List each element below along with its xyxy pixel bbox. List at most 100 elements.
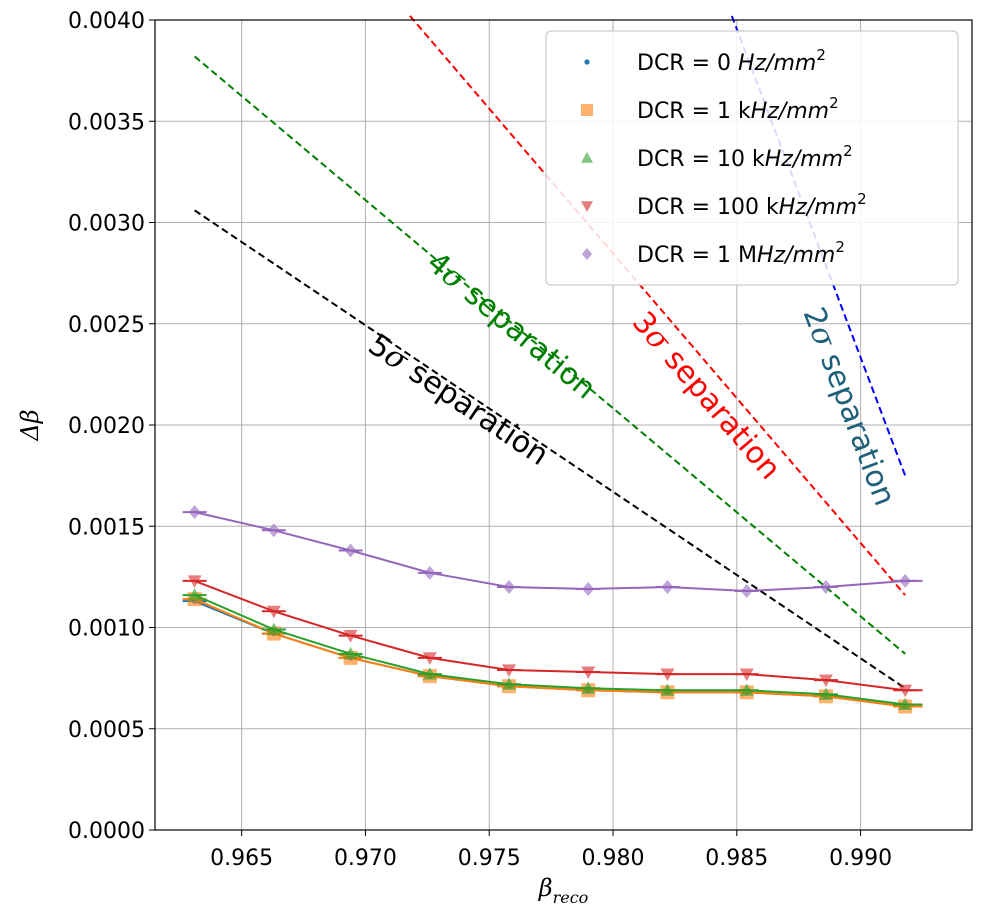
series-layer bbox=[182, 505, 923, 714]
legend-label-superscript: 2 bbox=[843, 142, 853, 160]
data-point bbox=[503, 580, 515, 594]
data-point bbox=[818, 687, 833, 700]
x-tick-label: 0.980 bbox=[582, 846, 645, 871]
series bbox=[182, 588, 923, 711]
data-point bbox=[422, 652, 437, 665]
x-tick-label: 0.990 bbox=[829, 846, 892, 871]
y-tick-label: 0.0010 bbox=[68, 617, 145, 642]
y-tick-label: 0.0030 bbox=[68, 212, 145, 237]
y-tick-label: 0.0035 bbox=[68, 110, 145, 135]
separation-label: 3σ separation bbox=[625, 305, 787, 486]
series bbox=[182, 505, 923, 599]
axis-labels: βreco Δβ bbox=[16, 409, 588, 907]
series-line bbox=[194, 579, 923, 692]
data-point bbox=[660, 668, 675, 682]
y-tick-label: 0.0000 bbox=[68, 819, 145, 844]
x-tick-label: 0.975 bbox=[458, 846, 521, 871]
series bbox=[182, 575, 923, 698]
y-axis-label: Δβ bbox=[16, 409, 44, 441]
data-point bbox=[581, 104, 593, 116]
legend-label: DCR = 0 Hz/mm2 bbox=[637, 46, 826, 76]
data-point bbox=[344, 543, 357, 558]
ticks: 0.965 0.970 0.975 0.980 0.985 0.990 0.0000 0.00… bbox=[68, 9, 892, 871]
legend-label-unit: Hz/mm bbox=[757, 243, 835, 268]
legend-label-unit: Hz/mm bbox=[738, 51, 816, 76]
y-tick-label: 0.0020 bbox=[68, 414, 145, 439]
data-point bbox=[660, 683, 675, 696]
y-tick-label: 0.0005 bbox=[68, 718, 145, 743]
x-axis-label: βreco bbox=[538, 874, 589, 907]
legend-label-unit: Hz/mm bbox=[765, 147, 843, 172]
y-tick-label: 0.0040 bbox=[68, 9, 145, 34]
legend-label-prefix: DCR = 1 k bbox=[637, 99, 751, 124]
data-point bbox=[581, 681, 596, 694]
y-tick-label: 0.0015 bbox=[68, 515, 145, 540]
series-line bbox=[194, 598, 923, 708]
data-point bbox=[581, 666, 596, 680]
separation-label: 2σ separation bbox=[796, 303, 902, 511]
x-tick-label: 0.985 bbox=[705, 846, 768, 871]
series bbox=[182, 592, 923, 714]
legend-box bbox=[545, 30, 959, 286]
data-point bbox=[266, 622, 281, 636]
data-point bbox=[502, 664, 517, 678]
legend-label-superscript: 2 bbox=[829, 94, 839, 112]
x-axis-label-subscript: reco bbox=[553, 888, 589, 907]
data-point bbox=[818, 674, 833, 688]
legend-label: DCR = 1 MHz/mm2 bbox=[637, 238, 845, 268]
data-point bbox=[423, 565, 436, 580]
data-point bbox=[187, 575, 202, 588]
data-point bbox=[422, 667, 437, 680]
separation-label-text: separation bbox=[395, 349, 555, 472]
legend-label: DCR = 100 kHz/mm2 bbox=[637, 190, 867, 220]
data-point bbox=[343, 646, 358, 660]
legend-label-superscript: 2 bbox=[857, 190, 867, 208]
legend-item: DCR = 1 kHz/mm2 bbox=[581, 94, 839, 124]
legend-label-prefix: DCR = 1 M bbox=[637, 243, 757, 268]
legend-label: DCR = 10 kHz/mm2 bbox=[637, 142, 853, 172]
separation-label-text: separation bbox=[450, 271, 602, 407]
legend-label-prefix: DCR = 100 k bbox=[637, 195, 779, 220]
data-point bbox=[502, 677, 517, 690]
legend-item: DCR = 100 kHz/mm2 bbox=[581, 190, 867, 220]
legend-label-unit: Hz/mm bbox=[751, 99, 829, 124]
legend-label-prefix: DCR = 0 bbox=[637, 51, 738, 76]
legend-label-prefix: DCR = 10 k bbox=[637, 147, 765, 172]
data-point bbox=[266, 605, 281, 619]
x-tick-label: 0.970 bbox=[334, 846, 397, 871]
data-point bbox=[899, 573, 912, 588]
data-point bbox=[581, 201, 593, 212]
y-tick-label: 0.0025 bbox=[68, 313, 145, 338]
legend-label-superscript: 2 bbox=[816, 46, 826, 64]
data-point bbox=[581, 152, 593, 163]
data-point bbox=[739, 668, 754, 682]
separation-line bbox=[193, 55, 906, 655]
legend-item: DCR = 0 Hz/mm2 bbox=[584, 46, 826, 76]
data-point bbox=[739, 683, 754, 696]
data-point bbox=[898, 697, 913, 711]
legend-label-unit: Hz/mm bbox=[779, 195, 857, 220]
data-point bbox=[188, 505, 201, 520]
data-point bbox=[819, 580, 832, 594]
data-point bbox=[584, 59, 590, 65]
data-point bbox=[581, 248, 593, 260]
legend-label-superscript: 2 bbox=[835, 238, 845, 256]
data-point bbox=[343, 630, 358, 643]
separation-line bbox=[409, 15, 906, 596]
separation-label-text: separation bbox=[651, 335, 788, 486]
series bbox=[182, 598, 923, 710]
data-point bbox=[267, 523, 280, 538]
data-point bbox=[740, 584, 753, 599]
legend-label: DCR = 1 kHz/mm2 bbox=[637, 94, 839, 124]
data-point bbox=[582, 582, 595, 597]
x-axis-label-main: β bbox=[538, 874, 553, 902]
series-line bbox=[194, 600, 923, 708]
x-tick-label: 0.965 bbox=[210, 846, 273, 871]
data-point bbox=[898, 684, 913, 698]
legend-item: DCR = 10 kHz/mm2 bbox=[581, 142, 853, 172]
data-point bbox=[187, 588, 202, 601]
data-point bbox=[661, 580, 674, 594]
legend-item: DCR = 1 MHz/mm2 bbox=[581, 238, 845, 268]
